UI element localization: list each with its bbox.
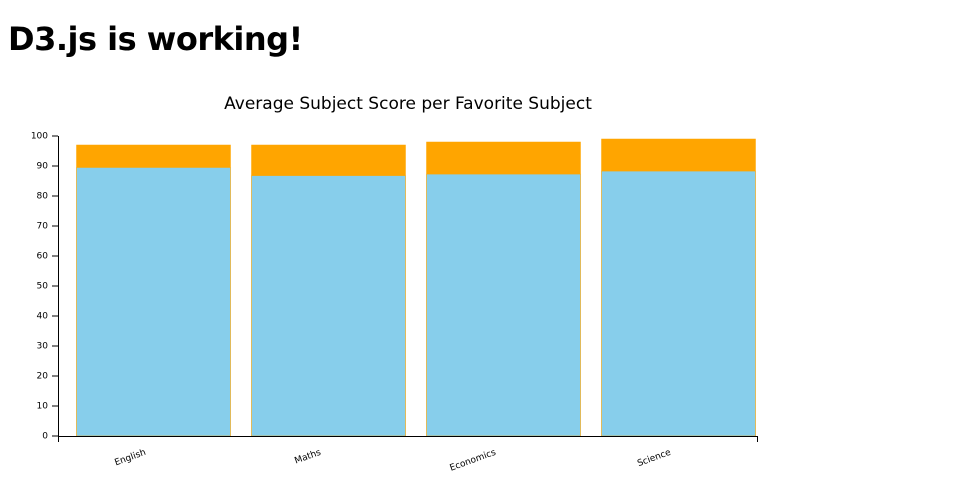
y-tick-label: 10 bbox=[37, 402, 49, 412]
x-tick-label: English bbox=[113, 448, 147, 469]
y-tick-label: 50 bbox=[37, 282, 49, 292]
bar bbox=[426, 173, 581, 437]
bar bbox=[251, 175, 406, 437]
bar bbox=[601, 170, 756, 437]
y-tick-label: 100 bbox=[31, 132, 48, 142]
bar bbox=[76, 167, 231, 437]
x-tick-label: Maths bbox=[293, 448, 322, 467]
y-tick-label: 0 bbox=[42, 432, 48, 442]
y-tick-label: 30 bbox=[37, 342, 49, 352]
y-tick-label: 90 bbox=[37, 162, 49, 172]
y-tick-label: 60 bbox=[37, 252, 49, 262]
y-tick-label: 40 bbox=[37, 312, 49, 322]
x-tick-label: Science bbox=[636, 448, 673, 469]
y-tick-label: 20 bbox=[37, 372, 49, 382]
y-tick-label: 70 bbox=[37, 222, 49, 232]
y-tick-label: 80 bbox=[37, 192, 49, 202]
page-heading: D3.js is working! bbox=[8, 20, 303, 58]
chart-title: Average Subject Score per Favorite Subje… bbox=[224, 94, 592, 114]
x-tick-label: Economics bbox=[449, 448, 498, 474]
